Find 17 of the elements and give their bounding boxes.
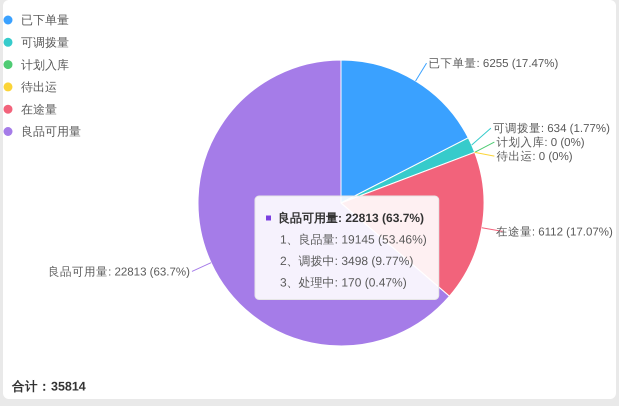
text: 1、良品量: 19145 (53.46%) bbox=[280, 232, 427, 247]
legend-label: 计划入库 bbox=[21, 58, 69, 72]
data-label: 良品可用量: 22813 (63.7%) bbox=[48, 264, 190, 278]
legend-label: 良品可用量 bbox=[21, 124, 81, 139]
text: 合计：35814 bbox=[11, 378, 86, 394]
text: 良品可用量: 22813 (63.7%) bbox=[278, 211, 424, 226]
text: 3、处理中: 170 (0.47%) bbox=[280, 276, 407, 290]
text: 2、调拨中: 3498 (9.77%) bbox=[280, 254, 414, 268]
text: 计划入库: 0 (0%) bbox=[496, 137, 585, 150]
legend-label: 可调拨量 bbox=[21, 36, 69, 50]
data-label: 可调拨量: 634 (1.77%) bbox=[492, 122, 610, 136]
text: 待出运: 0 (0%) bbox=[496, 151, 573, 164]
legend-label: 待出运 bbox=[21, 80, 57, 94]
data-label: 已下单量: 6255 (17.47%) bbox=[428, 57, 559, 70]
legend-label: 在途量 bbox=[21, 102, 57, 116]
legend-label: 已下单量 bbox=[21, 13, 69, 28]
data-label: 在途量: 6112 (17.07%) bbox=[496, 225, 613, 238]
